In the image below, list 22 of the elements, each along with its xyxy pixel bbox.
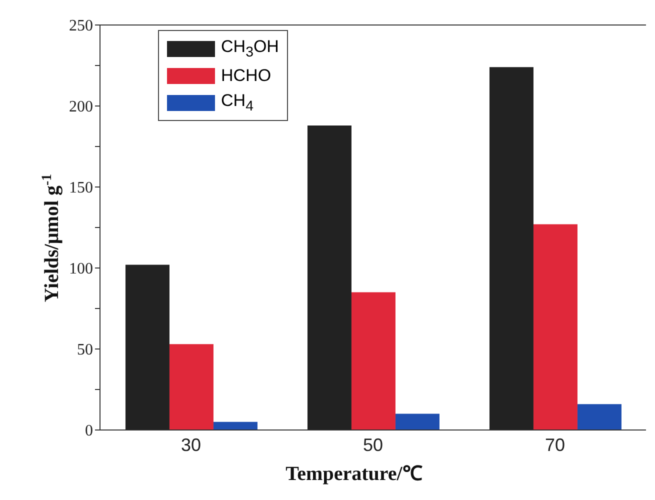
x-tick-label: 50	[362, 434, 384, 455]
bar	[125, 264, 170, 430]
y-tick-label: 50	[77, 342, 93, 359]
bar	[307, 125, 352, 430]
y-tick-label: 0	[85, 422, 93, 440]
x-axis-title: Temperature/℃	[286, 463, 422, 485]
y-tick-label: 100	[69, 260, 93, 278]
x-tick-label: 70	[544, 434, 566, 455]
bar	[395, 414, 440, 430]
bar	[489, 67, 534, 430]
legend-label: HCHO	[221, 66, 272, 86]
y-tick-label: 200	[69, 98, 93, 116]
legend-label: CH$_{3}$OH	[221, 36, 279, 60]
bar	[577, 404, 622, 430]
bar	[213, 422, 258, 430]
x-tick-label: 30	[180, 434, 202, 455]
bar	[169, 344, 214, 430]
y-tick-label: 150	[69, 180, 93, 197]
y-tick-label: 250	[69, 18, 93, 35]
legend-label: CH$_{4}$	[221, 90, 254, 114]
bar	[351, 292, 396, 430]
bar	[533, 224, 578, 430]
